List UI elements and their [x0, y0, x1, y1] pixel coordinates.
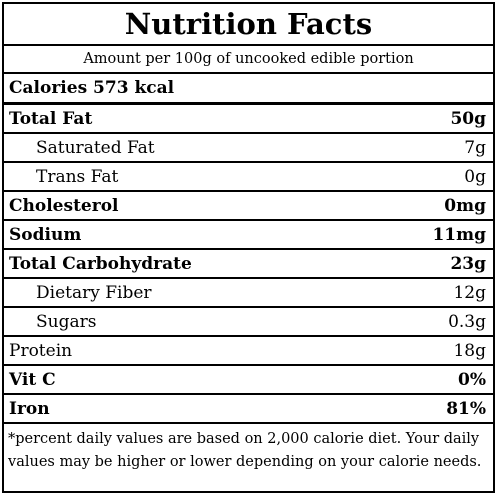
nutrient-value: 0mg [444, 195, 486, 216]
nutrient-row-iron: Iron 81% [4, 395, 493, 424]
nutrient-row-dietary-fiber: Dietary Fiber 12g [4, 279, 493, 308]
nutrient-value: 0.3g [448, 311, 486, 332]
nutrient-value: 0g [464, 166, 486, 187]
calories-line: Calories 573 kcal [4, 74, 493, 105]
nutrient-row-sodium: Sodium 11mg [4, 221, 493, 250]
nutrient-value: 50g [450, 108, 486, 129]
nutrient-value: 0% [458, 369, 486, 390]
nutrient-label: Sodium [9, 224, 82, 245]
nutrient-label: Dietary Fiber [36, 282, 152, 303]
nutrient-row-total-fat: Total Fat 50g [4, 105, 493, 134]
label-title: Nutrition Facts [4, 4, 493, 46]
nutrient-label: Cholesterol [9, 195, 119, 216]
nutrient-value: 18g [453, 340, 486, 361]
nutrient-row-cholesterol: Cholesterol 0mg [4, 192, 493, 221]
nutrition-facts-label: Nutrition Facts Amount per 100g of uncoo… [2, 2, 495, 493]
nutrient-row-protein: Protein 18g [4, 337, 493, 366]
nutrient-label: Vit C [9, 369, 56, 390]
nutrient-label: Saturated Fat [36, 137, 155, 158]
nutrient-label: Total Fat [9, 108, 93, 129]
nutrient-row-sugars: Sugars 0.3g [4, 308, 493, 337]
nutrient-label: Iron [9, 398, 50, 419]
serving-info: Amount per 100g of uncooked edible porti… [4, 46, 493, 74]
nutrient-row-total-carbohydrate: Total Carbohydrate 23g [4, 250, 493, 279]
footnote: *percent daily values are based on 2,000… [8, 431, 482, 470]
nutrient-row-vit-c: Vit C 0% [4, 366, 493, 395]
nutrient-value: 7g [464, 137, 486, 158]
nutrient-label: Total Carbohydrate [9, 253, 192, 274]
nutrient-value: 81% [446, 398, 486, 419]
nutrient-label: Protein [9, 340, 73, 361]
nutrient-label: Trans Fat [36, 166, 119, 187]
nutrient-value: 12g [453, 282, 486, 303]
nutrient-label: Sugars [36, 311, 97, 332]
nutrient-row-saturated-fat: Saturated Fat 7g [4, 134, 493, 163]
nutrient-value: 11mg [432, 224, 486, 245]
nutrient-row-trans-fat: Trans Fat 0g [4, 163, 493, 192]
nutrient-value: 23g [450, 253, 486, 274]
